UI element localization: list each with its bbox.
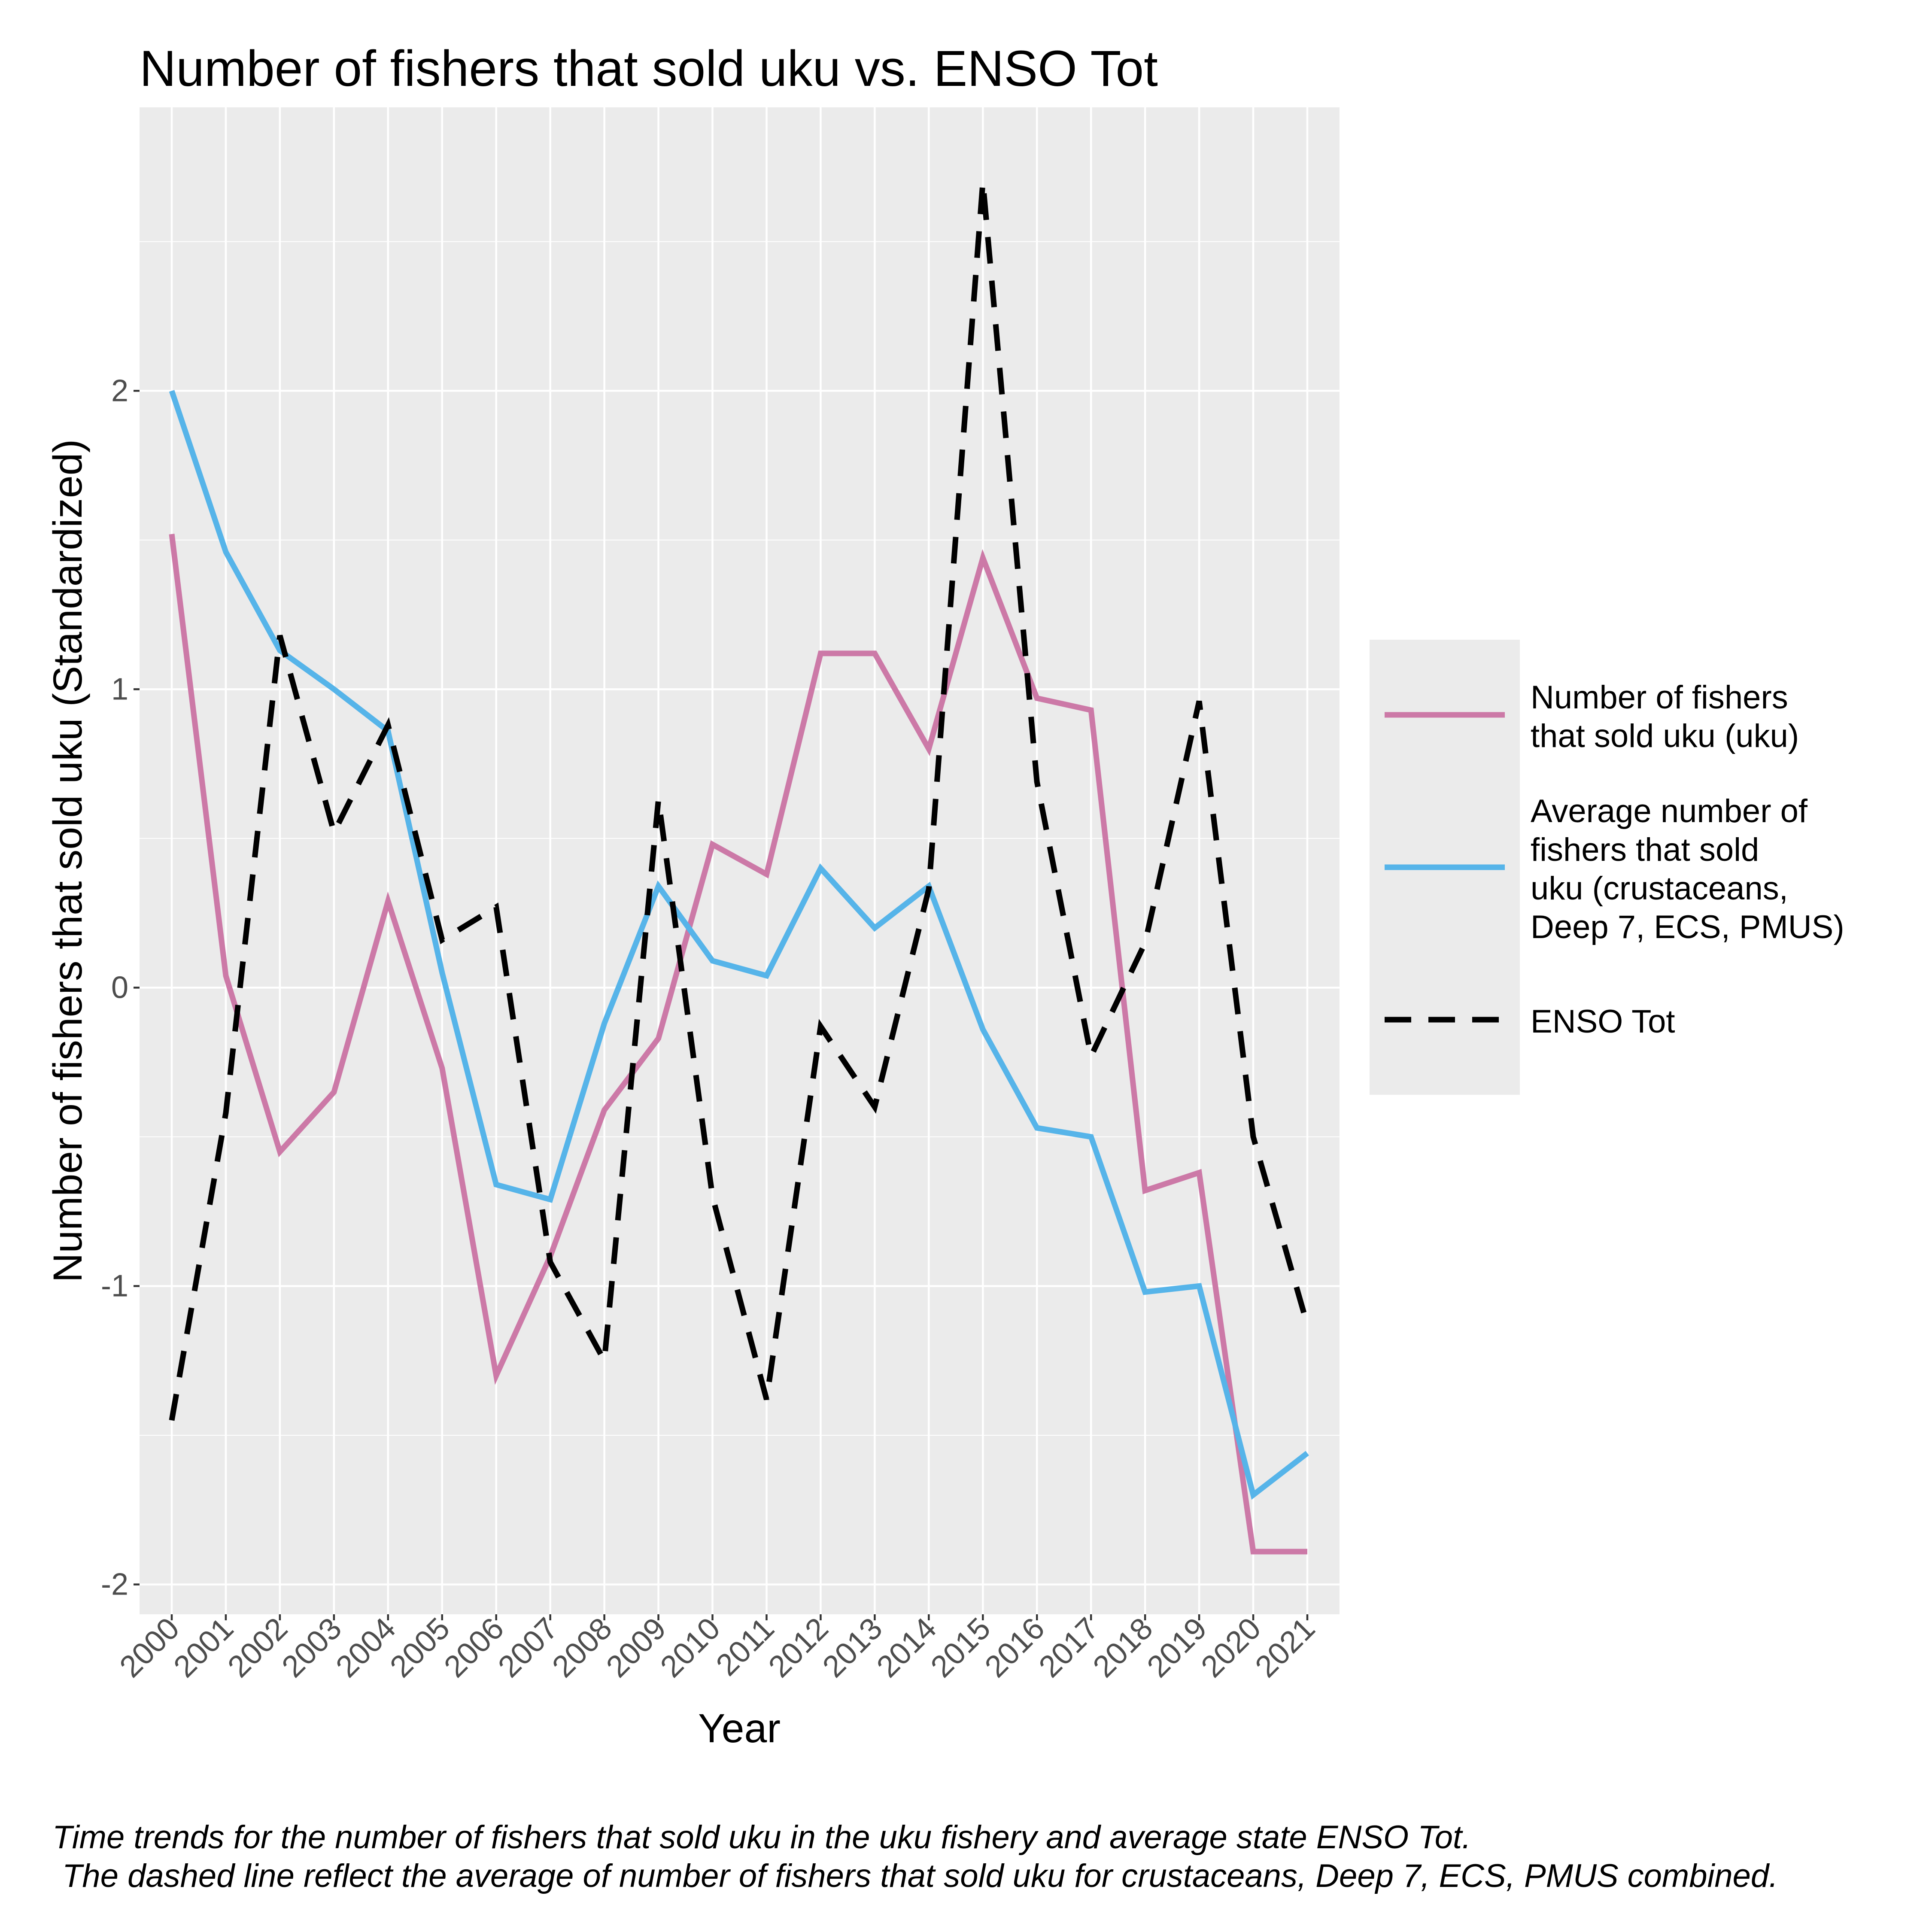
series-line-1 [169,534,1307,1555]
data-point-series-3 [171,1420,172,1421]
data-point-series-2 [1036,1127,1037,1128]
data-point-series-3 [279,635,280,636]
data-point-series-3 [442,939,443,940]
data-point-series-2 [550,1199,551,1200]
y-tick-label: 2 [111,374,128,408]
data-point-series-1 [388,901,389,902]
caption: Time trends for the number of fishers th… [52,1819,1778,1894]
data-point-series-1 [1036,698,1037,699]
data-point-series-3 [225,1112,226,1113]
legend-label-2: Average number of fishers that sold uku (c… [1531,793,1844,945]
data-point-series-2 [604,1023,605,1024]
data-point-series-1 [171,534,172,535]
legend-label-3: ENSO Tot [1531,1003,1675,1040]
data-point-series-1 [279,1151,280,1152]
data-point-series-3 [604,1360,605,1361]
data-point-series-3 [1036,781,1037,782]
data-point-series-1 [982,558,983,559]
data-point-series-3 [1253,1136,1254,1137]
series-layer [169,182,1310,1555]
data-point-series-3 [928,889,929,890]
data-point-series-1 [1307,1551,1308,1552]
data-point-series-2 [1307,1453,1308,1454]
y-tick-label: -2 [101,1567,128,1601]
data-point-series-3 [658,799,659,800]
data-point-series-2 [658,886,659,887]
data-point-series-2 [171,390,172,391]
data-point-series-2 [820,868,821,869]
caption-line-1: Time trends for the number of fishers th… [52,1819,1471,1856]
data-point-series-2 [766,975,767,976]
data-point-series-1 [928,748,929,749]
data-point-series-2 [496,1184,497,1185]
data-point-series-2 [982,1029,983,1030]
data-point-series-3 [1199,701,1200,702]
caption-line-2: The dashed line reflect the average of n… [62,1858,1778,1894]
data-point-series-1 [820,653,821,654]
legend: Number of fishers that sold uku (uku) Aver… [1370,640,1844,1095]
data-point-series-1 [766,874,767,875]
legend-label-1: Number of fishers that sold uku (uku) [1531,679,1799,754]
data-point-series-3 [388,725,389,726]
data-point-series-1 [658,1038,659,1039]
y-axis-title: Number of fishers that sold uku (Standar… [45,439,91,1282]
data-point-series-3 [550,1262,551,1263]
data-point-series-1 [874,653,875,654]
data-point-series-1 [1199,1172,1200,1173]
y-tick-label: -1 [101,1269,128,1303]
data-point-series-2 [442,972,443,973]
data-point-series-2 [1199,1285,1200,1286]
data-point-series-2 [225,552,226,553]
data-point-series-3 [1307,1324,1308,1325]
data-point-series-1 [496,1375,497,1376]
data-point-series-2 [712,960,713,961]
x-axis-title: Year [698,1706,781,1751]
data-point-series-3 [712,1196,713,1197]
data-point-series-3 [874,1106,875,1107]
y-tick-label: 1 [111,672,128,706]
chart-title: Number of fishers that sold uku vs. ENSO… [140,40,1158,97]
data-point-series-2 [279,650,280,651]
data-point-series-1 [225,975,226,976]
data-point-series-1 [712,844,713,845]
series-line-2 [169,390,1309,1500]
data-point-series-1 [1253,1551,1254,1552]
data-point-series-2 [874,927,875,928]
data-point-series-3 [820,1026,821,1027]
series-line-3 [169,182,1310,1421]
data-point-series-1 [604,1109,605,1110]
y-tick-label: 0 [111,970,128,1005]
data-point-series-1 [442,1068,443,1069]
data-point-series-3 [766,1399,767,1400]
data-point-series-3 [496,907,497,908]
